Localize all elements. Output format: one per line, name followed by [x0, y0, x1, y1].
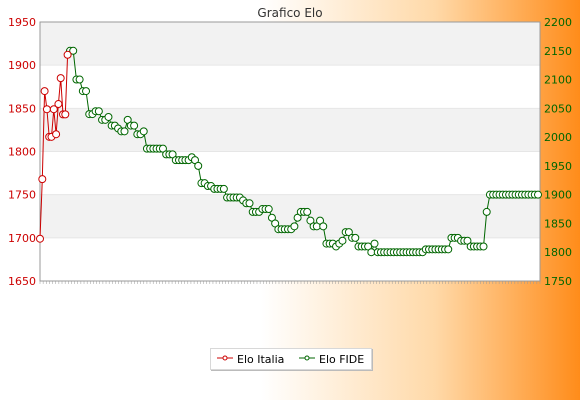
right-tick-label: 1750: [544, 275, 572, 288]
fide-point: [264, 205, 273, 214]
fide-point: [482, 207, 491, 216]
italia-point: [54, 100, 63, 109]
legend-italia-label: Elo Italia: [237, 353, 285, 366]
x-axis: [39, 281, 541, 284]
plot-border: [39, 21, 541, 282]
fide-point: [290, 222, 299, 231]
italia-point: [40, 87, 49, 96]
left-tick-label: 1950: [8, 16, 36, 29]
right-tick-label: 1850: [544, 217, 572, 230]
right-tick-label: 2100: [544, 74, 572, 87]
legend-italia-swatch: [217, 352, 233, 361]
fide-point: [219, 184, 228, 193]
right-tick-label: 2050: [544, 102, 572, 115]
right-tick-label: 1800: [544, 246, 572, 259]
fide-point: [338, 236, 347, 245]
fide-point: [82, 87, 91, 96]
left-tick-label: 1850: [8, 102, 36, 115]
italia-point: [61, 110, 70, 119]
fide-point: [245, 199, 254, 208]
grid-bands: [39, 21, 541, 282]
grid-band: [40, 22, 540, 66]
legend: Elo Italia Elo FIDE: [210, 348, 372, 370]
fide-point: [69, 46, 78, 55]
fide-point: [444, 245, 453, 254]
fide-point: [130, 121, 139, 130]
right-tick-label: 1900: [544, 189, 572, 202]
chart-title: Grafico Elo: [257, 6, 322, 20]
left-tick-label: 1800: [8, 146, 36, 159]
fide-point: [479, 242, 488, 251]
italia-point: [38, 175, 47, 184]
fide-point: [139, 127, 148, 136]
right-tick-label: 1950: [544, 160, 572, 173]
italia-point: [63, 50, 72, 59]
fide-point: [370, 239, 379, 248]
fide-point: [351, 233, 360, 242]
legend-fide-swatch: [299, 352, 315, 361]
legend-fide-label: Elo FIDE: [319, 353, 365, 366]
left-tick-label: 1700: [8, 232, 36, 245]
italia-point: [52, 130, 61, 139]
series-elo-italia: [36, 50, 72, 243]
fide-point: [303, 207, 312, 216]
fide-point: [120, 127, 129, 136]
series-elo-fide: [66, 46, 542, 257]
right-axis: 1750 1800 1850 1900 1950 2000 2050 2100 2150 2200: [544, 16, 572, 288]
fide-point: [194, 161, 203, 170]
italia-point: [49, 105, 58, 114]
left-tick-label: 1900: [8, 59, 36, 72]
italia-point: [42, 105, 51, 114]
left-tick-label: 1750: [8, 189, 36, 202]
italia-point: [36, 234, 44, 243]
left-axis: 1650 1700 1750 1800 1850 1900 1950: [8, 16, 36, 288]
right-tick-label: 2150: [544, 45, 572, 58]
left-tick-label: 1650: [8, 275, 36, 288]
fide-point: [94, 107, 103, 116]
fide-point: [104, 112, 113, 121]
fide-point: [534, 190, 542, 199]
right-tick-label: 2000: [544, 131, 572, 144]
italia-point: [56, 74, 65, 83]
fide-point: [319, 222, 328, 231]
right-tick-label: 2200: [544, 16, 572, 29]
fide-point: [75, 75, 84, 84]
